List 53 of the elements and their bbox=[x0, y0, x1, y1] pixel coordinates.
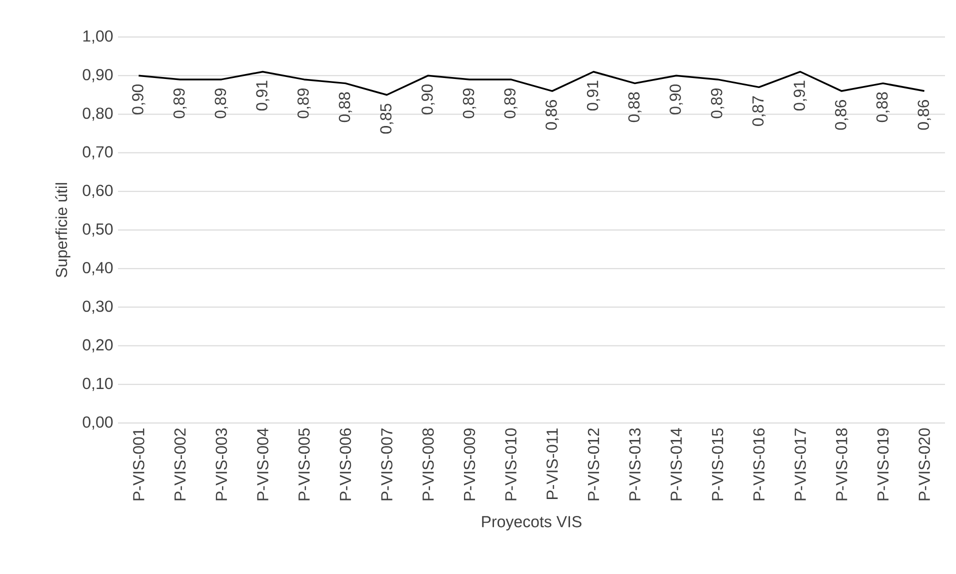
x-tick-label: P-VIS-006 bbox=[340, 428, 352, 500]
x-tick-label: P-VIS-008 bbox=[422, 428, 434, 500]
y-tick-label: 0,60 bbox=[82, 184, 113, 198]
data-label: 0,88 bbox=[628, 92, 642, 122]
y-tick-label: 0,70 bbox=[82, 146, 113, 160]
x-tick-label: P-VIS-002 bbox=[174, 428, 186, 500]
data-label: 0,85 bbox=[380, 104, 394, 134]
x-tick-label: P-VIS-014 bbox=[670, 428, 682, 500]
x-tick-label: P-VIS-010 bbox=[505, 428, 516, 500]
data-label: 0,89 bbox=[462, 88, 476, 118]
data-label: 0,89 bbox=[710, 88, 724, 118]
data-label: 0,86 bbox=[835, 100, 848, 130]
data-label: 0,87 bbox=[752, 96, 766, 126]
y-tick-label: 0,10 bbox=[82, 378, 113, 391]
y-tick-label: 0,90 bbox=[82, 68, 113, 82]
data-label: 0,91 bbox=[794, 80, 807, 111]
y-tick-label: 0,40 bbox=[82, 262, 113, 276]
y-tick-label: 0,80 bbox=[82, 108, 113, 121]
data-label: 0,90 bbox=[670, 84, 683, 114]
data-label: 0,89 bbox=[297, 88, 311, 118]
data-label: 0,91 bbox=[256, 80, 270, 111]
y-tick-label: 0,50 bbox=[82, 223, 113, 237]
data-label: 0,91 bbox=[586, 80, 600, 111]
data-label: 0,89 bbox=[214, 88, 228, 118]
x-tick-label: P-VIS-004 bbox=[257, 428, 268, 500]
x-tick-label: P-VIS-011 bbox=[546, 428, 558, 500]
x-tick-label: P-VIS-016 bbox=[753, 428, 765, 500]
data-label: 0,88 bbox=[876, 92, 890, 122]
x-tick-label: P-VIS-015 bbox=[712, 428, 724, 500]
x-tick-label: P-VIS-003 bbox=[216, 428, 228, 500]
x-tick-label: P-VIS-018 bbox=[836, 428, 848, 500]
x-axis-title: Proyecots VIS bbox=[482, 516, 582, 530]
x-tick-label: P-VIS-005 bbox=[298, 428, 310, 500]
x-tick-label: P-VIS-007 bbox=[381, 428, 392, 500]
x-tick-label: P-VIS-020 bbox=[918, 428, 930, 500]
data-label: 0,86 bbox=[918, 100, 931, 130]
y-tick-label: 0,00 bbox=[82, 416, 113, 430]
y-axis-title: Superficie útil bbox=[55, 183, 70, 278]
x-tick-label: P-VIS-001 bbox=[133, 428, 144, 500]
x-tick-label: P-VIS-012 bbox=[588, 428, 600, 500]
data-label: 0,88 bbox=[338, 92, 352, 122]
x-tick-label: P-VIS-009 bbox=[464, 428, 476, 500]
x-tick-label: P-VIS-013 bbox=[629, 428, 641, 500]
y-tick-label: 1,00 bbox=[83, 30, 113, 44]
data-label: 0,86 bbox=[546, 100, 559, 130]
y-tick-label: 0,20 bbox=[82, 339, 113, 352]
data-label: 0,89 bbox=[173, 88, 187, 118]
x-tick-label: P-VIS-017 bbox=[794, 428, 806, 500]
data-label: 0,90 bbox=[132, 84, 146, 114]
data-label: 0,89 bbox=[504, 88, 518, 118]
x-tick-label: P-VIS-019 bbox=[877, 428, 889, 500]
y-tick-label: 0,30 bbox=[82, 300, 113, 314]
data-label: 0,90 bbox=[422, 84, 435, 114]
